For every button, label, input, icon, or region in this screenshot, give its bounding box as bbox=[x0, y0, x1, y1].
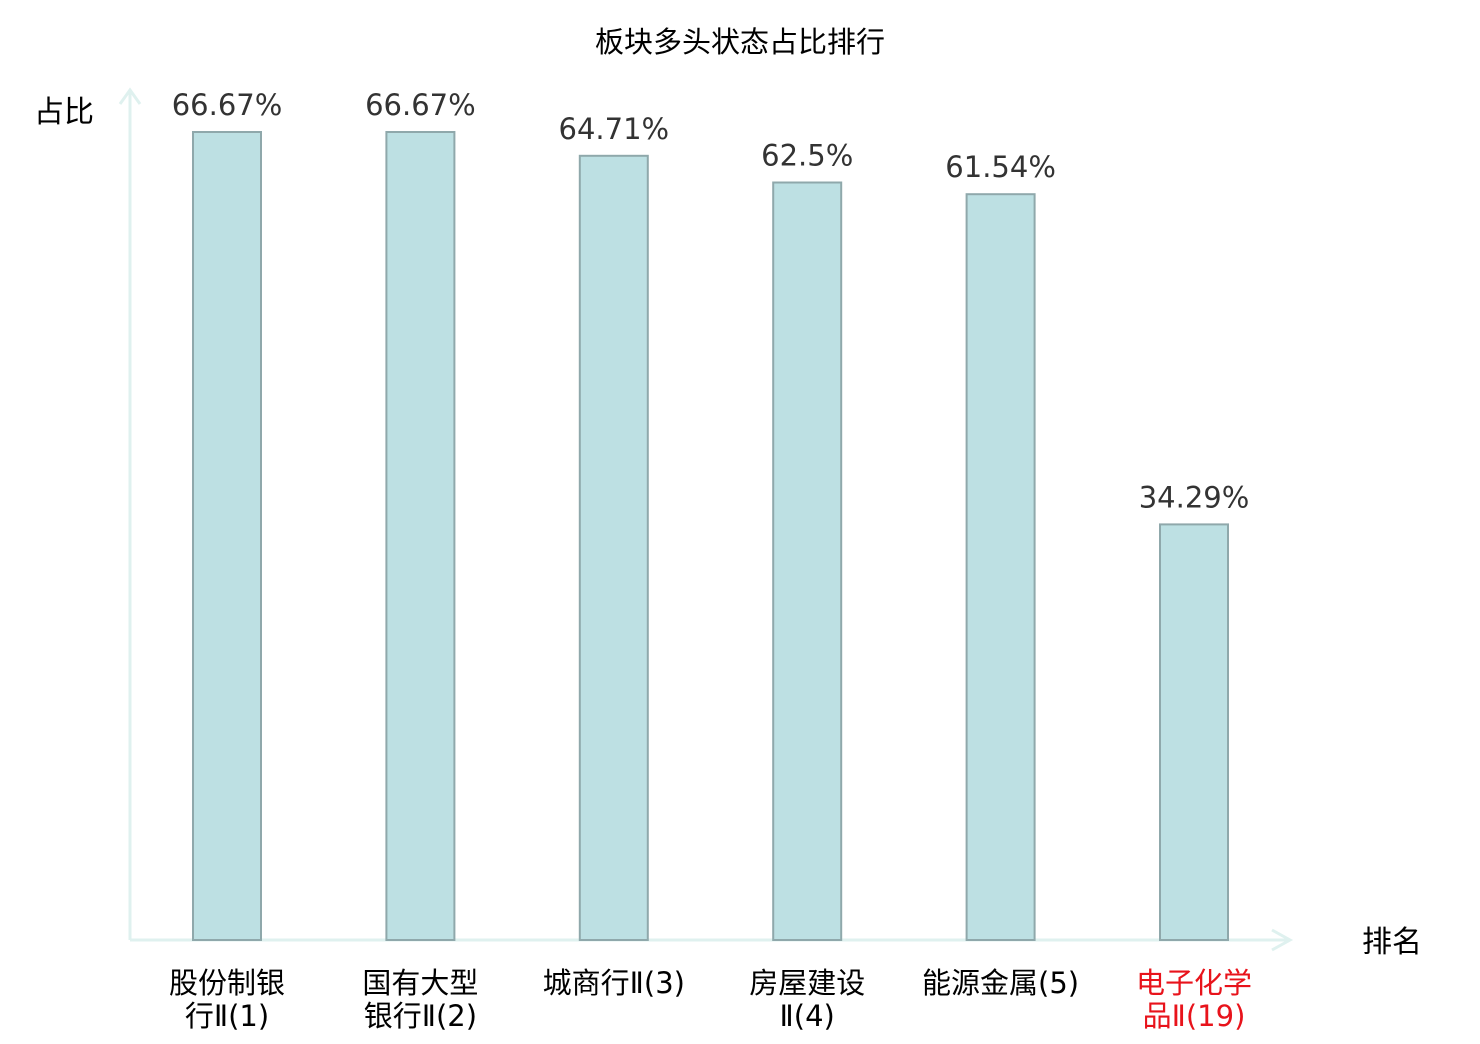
chart-title: 板块多头状态占比排行 bbox=[595, 25, 885, 59]
bar bbox=[965, 193, 1036, 941]
bar bbox=[192, 131, 262, 941]
bar bbox=[772, 181, 843, 941]
category-tick-label-line: 行Ⅱ(1) bbox=[185, 999, 269, 1033]
bar bbox=[385, 131, 456, 941]
category-tick-label: 电子化学品Ⅱ(19) bbox=[1136, 966, 1252, 1033]
bar-value-label: 34.29% bbox=[1139, 480, 1250, 514]
category-tick-label-line: 股份制银 bbox=[169, 966, 285, 1000]
y-axis-label: 占比 bbox=[34, 95, 94, 130]
category-tick-label-line: Ⅱ(4) bbox=[780, 999, 835, 1033]
bar-value-label: 62.5% bbox=[761, 139, 853, 173]
category-tick-label: 能源金属(5) bbox=[922, 966, 1079, 1000]
y-axis-arrow bbox=[118, 87, 142, 105]
x-axis-label: 排名 bbox=[1362, 925, 1422, 960]
x-axis-arrow bbox=[1271, 928, 1294, 952]
category-tick-label-line: 能源金属(5) bbox=[922, 966, 1079, 1000]
category-tick-label: 城商行Ⅱ(3) bbox=[543, 966, 685, 1000]
x-axis bbox=[130, 928, 1294, 952]
category-labels-group: 股份制银行Ⅱ(1) 国有大型银行Ⅱ(2) 城商行Ⅱ(3) 房屋建设 Ⅱ(4) 能源金属(5… bbox=[169, 966, 1252, 1033]
bar bbox=[1159, 523, 1229, 942]
bar bbox=[578, 154, 649, 942]
y-axis bbox=[118, 87, 142, 940]
category-tick-label-line: 国有大型 bbox=[362, 966, 478, 1000]
bar-value-label: 61.54% bbox=[945, 150, 1056, 184]
bar-value-label: 66.67% bbox=[365, 88, 476, 122]
category-tick-label: 国有大型银行Ⅱ(2) bbox=[362, 966, 478, 1033]
category-tick-label-line: 银行Ⅱ(2) bbox=[364, 999, 477, 1033]
category-tick-label-line: 电子化学 bbox=[1136, 966, 1252, 1000]
bars-group bbox=[192, 131, 1229, 942]
category-tick-label: 股份制银行Ⅱ(1) bbox=[169, 966, 285, 1033]
value-labels-group: 66.67% 66.67% 64.71% 62.5% 61.54% 34.29% bbox=[172, 88, 1250, 514]
bar-value-label: 64.71% bbox=[559, 112, 670, 146]
bar-value-label: 66.67% bbox=[172, 88, 283, 122]
category-tick-label-line: 品Ⅱ(19) bbox=[1143, 999, 1246, 1033]
category-tick-label: 房屋建设 Ⅱ(4) bbox=[749, 966, 865, 1033]
category-tick-label-line: 城商行Ⅱ(3) bbox=[543, 966, 685, 1000]
category-tick-label-line: 房屋建设 bbox=[749, 966, 865, 1000]
